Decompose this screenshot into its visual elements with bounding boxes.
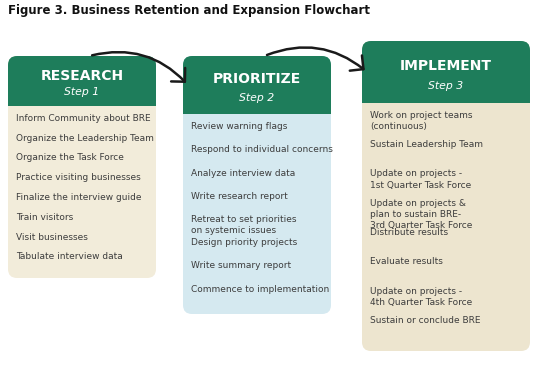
Text: PRIORITIZE: PRIORITIZE [213, 72, 301, 86]
Bar [183, 104, 331, 114]
FancyBboxPatch shape [8, 56, 156, 278]
Text: Design priority projects: Design priority projects [191, 238, 297, 247]
Text: Tabulate interview data: Tabulate interview data [16, 252, 123, 261]
Text: Step 3: Step 3 [428, 81, 464, 91]
FancyBboxPatch shape [183, 56, 331, 114]
Text: Update on projects -
1st Quarter Task Force: Update on projects - 1st Quarter Task Fo… [370, 169, 471, 190]
Text: Update on projects &
plan to sustain BRE-
3rd Quarter Task Force: Update on projects & plan to sustain BRE… [370, 199, 472, 230]
Text: Work on project teams
(continuous): Work on project teams (continuous) [370, 111, 472, 131]
Text: Evaluate results: Evaluate results [370, 257, 443, 266]
Text: Step 1: Step 1 [64, 87, 100, 97]
Text: Write research report: Write research report [191, 192, 288, 201]
Text: IMPLEMENT: IMPLEMENT [400, 59, 492, 73]
Text: Write summary report: Write summary report [191, 261, 291, 271]
Text: Commence to implementation: Commence to implementation [191, 285, 329, 294]
Text: Practice visiting businesses: Practice visiting businesses [16, 173, 141, 182]
Text: Respond to individual concerns: Respond to individual concerns [191, 145, 333, 154]
FancyArrowPatch shape [92, 52, 185, 82]
Text: Distribute results: Distribute results [370, 228, 448, 237]
Text: Organize the Task Force: Organize the Task Force [16, 154, 124, 163]
Text: Organize the Leadership Team: Organize the Leadership Team [16, 134, 154, 143]
Text: Retreat to set priorities
on systemic issues: Retreat to set priorities on systemic is… [191, 215, 296, 235]
Text: Update on projects -
4th Quarter Task Force: Update on projects - 4th Quarter Task Fo… [370, 286, 472, 306]
FancyArrowPatch shape [267, 47, 364, 71]
Text: Inform Community about BRE: Inform Community about BRE [16, 114, 150, 123]
Text: RESEARCH: RESEARCH [41, 69, 123, 83]
Text: Sustain or conclude BRE: Sustain or conclude BRE [370, 316, 480, 325]
Text: Review warning flags: Review warning flags [191, 122, 287, 131]
Text: Visit businesses: Visit businesses [16, 232, 88, 242]
Text: Train visitors: Train visitors [16, 213, 73, 222]
FancyBboxPatch shape [8, 56, 156, 106]
Text: Sustain Leadership Team: Sustain Leadership Team [370, 140, 483, 149]
Text: Finalize the interview guide: Finalize the interview guide [16, 193, 142, 202]
Text: Step 2: Step 2 [240, 93, 275, 103]
FancyBboxPatch shape [362, 41, 530, 103]
Text: Analyze interview data: Analyze interview data [191, 169, 295, 178]
Text: Figure 3. Business Retention and Expansion Flowchart: Figure 3. Business Retention and Expansi… [8, 4, 370, 17]
FancyBboxPatch shape [362, 41, 530, 351]
FancyBboxPatch shape [183, 56, 331, 314]
Bar [362, 93, 530, 103]
Bar [8, 96, 156, 106]
